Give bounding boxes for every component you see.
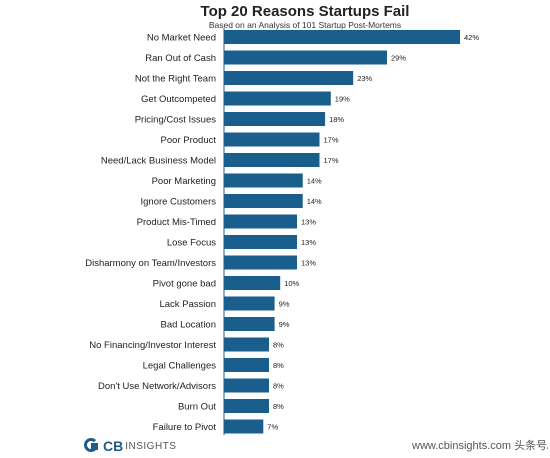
value-label: 17% [324,136,339,145]
bar [224,235,297,249]
category-label: Poor Product [161,135,217,146]
bar-chart: No Market Need 42% Ran Out of Cash 29% Not t… [85,28,479,435]
watermark-text: www.cbinsights.com 头条号/产品笔记侠 [412,440,548,452]
category-label: Get Outcompeted [141,94,216,105]
value-label: 23% [357,74,372,83]
category-label: Bad Location [161,320,216,331]
bar [224,419,264,434]
value-label: 9% [279,300,290,309]
category-label: Legal Challenges [143,361,217,372]
category-label: Don't Use Network/Advisors [98,381,216,392]
category-label: Ignore Customers [140,197,216,208]
category-label: Need/Lack Business Model [101,156,216,167]
value-label: 9% [279,320,290,329]
bar [224,255,297,270]
bar [224,30,460,44]
bar [224,112,326,126]
value-label: 29% [391,54,406,63]
bar [224,358,269,372]
category-label: Poor Marketing [152,176,216,187]
bar [224,317,275,331]
category-label: Pricing/Cost Issues [135,115,217,126]
category-label: Failure to Pivot [153,422,217,433]
bar [224,173,303,188]
bar [224,337,269,352]
category-label: No Financing/Investor Interest [89,340,216,351]
bar [224,276,281,290]
value-label: 8% [273,341,284,350]
value-label: 13% [301,218,316,227]
value-label: 10% [284,279,299,288]
value-label: 17% [324,156,339,165]
value-label: 42% [464,33,479,42]
category-label: Lose Focus [167,238,216,249]
value-label: 8% [273,361,284,370]
bar [224,194,303,208]
category-label: Lack Passion [159,299,216,310]
logo-cb-text: CB [103,438,124,454]
category-label: No Market Need [147,33,216,44]
bar [224,399,269,413]
category-label: Ran Out of Cash [145,53,216,64]
chart-subtitle: Based on an Analysis of 101 Startup Post… [208,20,402,30]
bar [224,71,354,85]
cb-logo-icon [84,438,100,454]
value-label: 7% [267,423,278,432]
bar [224,91,331,106]
bar [224,378,269,393]
bar [224,214,297,229]
cb-insights-logo: CB INSIGHTS [84,437,176,455]
value-label: 14% [307,197,322,206]
value-label: 13% [301,238,316,247]
category-label: Disharmony on Team/Investors [85,258,216,269]
value-label: 8% [273,402,284,411]
value-label: 8% [273,382,284,391]
value-label: 13% [301,259,316,268]
value-label: 19% [335,95,350,104]
chart-title: Top 20 Reasons Startups Fail [200,3,410,20]
category-label: Product Mis-Timed [137,217,216,228]
bar [224,153,320,167]
category-label: Pivot gone bad [153,279,216,290]
logo-insights-text: INSIGHTS [125,440,177,452]
category-label: Burn Out [178,402,216,413]
category-label: Not the Right Team [135,74,216,85]
bar [224,50,387,65]
value-label: 14% [307,177,322,186]
bar [224,132,320,147]
value-label: 18% [329,115,344,124]
bar [224,296,275,311]
